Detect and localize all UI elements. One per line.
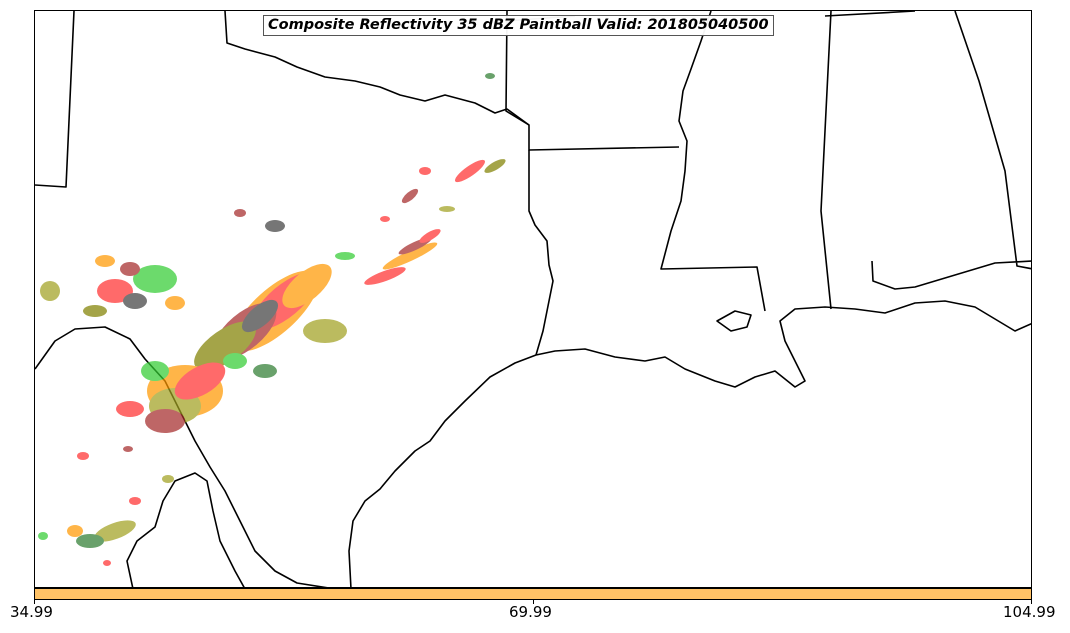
storm-cell — [364, 267, 406, 285]
storm-cell — [141, 361, 169, 381]
storm-cell — [83, 305, 107, 317]
storm-cell — [454, 159, 486, 183]
storm-cell — [282, 263, 332, 309]
colorbar-tick-mid: 69.99 — [509, 603, 552, 621]
storm-cell — [116, 401, 144, 417]
storm-cell — [120, 262, 140, 276]
storm-cell — [401, 188, 419, 204]
storm-cell — [419, 167, 431, 175]
storm-cell — [76, 534, 104, 548]
mexico-state-border — [126, 472, 245, 587]
storm-cell — [97, 279, 133, 303]
storm-cell — [484, 159, 506, 173]
storm-cell — [485, 73, 495, 79]
storm-cell — [174, 362, 226, 400]
storm-cell — [253, 364, 277, 378]
storm-cell — [123, 446, 133, 452]
storm-cell — [194, 321, 256, 371]
red-river-border — [224, 11, 530, 126]
map-canvas — [35, 11, 1031, 587]
map-panel — [34, 10, 1032, 588]
sabine-border — [528, 150, 554, 356]
map-title: Composite Reflectivity 35 dBZ Paintball … — [263, 15, 774, 36]
storm-cell — [145, 409, 185, 433]
storm-cell — [382, 242, 438, 270]
storm-cell — [40, 281, 60, 301]
storm-cell — [234, 209, 246, 217]
storm-cell — [380, 216, 390, 222]
storm-cell — [67, 525, 83, 537]
storm-cell — [103, 560, 111, 566]
storm-cell — [133, 265, 177, 293]
panhandle-border — [35, 11, 75, 188]
gulf-coast — [535, 300, 1031, 388]
storm-cell — [129, 497, 141, 505]
ar-border — [505, 11, 680, 151]
storm-cell — [241, 299, 279, 333]
storm-cell — [265, 220, 285, 232]
storm-cell — [95, 255, 115, 267]
rio-grande-border — [35, 326, 328, 587]
storm-cell — [162, 475, 174, 483]
storm-cell — [123, 293, 147, 309]
colorbar-tick-mark — [533, 600, 534, 604]
storm-cell — [77, 452, 89, 460]
colorbar-tick-mark — [34, 600, 35, 604]
storm-cell — [439, 206, 455, 212]
ms-al-border — [820, 11, 832, 310]
lake-outline — [716, 310, 752, 332]
storm-cell — [303, 319, 347, 343]
storm-cell — [223, 353, 247, 369]
storm-cell — [38, 532, 48, 540]
storm-cell — [165, 296, 185, 310]
reflectivity-paintball — [38, 73, 506, 566]
colorbar-tick-max: 104.99 — [1003, 603, 1056, 621]
colorbar-tick-mark — [1031, 600, 1032, 604]
storm-cell — [335, 252, 355, 260]
state-boundaries — [35, 11, 1031, 587]
colorbar-tick-min: 34.99 — [10, 603, 53, 621]
colorbar — [34, 588, 1032, 600]
al-ga-fl-border — [871, 11, 1031, 290]
storm-cell — [419, 229, 441, 243]
storm-cell — [94, 520, 136, 542]
texas-coast — [348, 354, 537, 587]
mississippi-border — [660, 11, 766, 312]
